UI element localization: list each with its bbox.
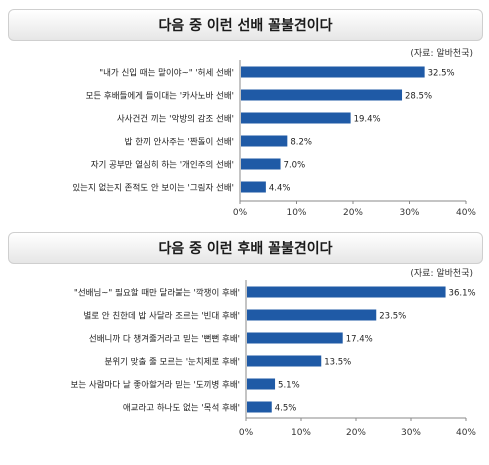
- category-label: "선배님~" 필요할 때만 달라붙는 '깍쟁이 후배': [74, 288, 240, 299]
- x-tick-label: 0%: [233, 208, 248, 218]
- category-label: 보는 사람마다 날 좋아할거라 믿는 '도끼병 후배': [71, 380, 240, 391]
- chart-title: 다음 중 이런 후배 꼴불견이다: [8, 232, 483, 264]
- x-tick-label: 30%: [399, 208, 419, 218]
- category-label: 선배니까 다 챙겨줄거라고 믿는 '뻔뻔 후배': [89, 334, 240, 345]
- bar: [241, 112, 351, 124]
- category-label: 밥 한끼 안사주는 '짠돌이 선배': [125, 137, 234, 148]
- source-note: (자료: 알바천국): [410, 269, 473, 279]
- category-label: 사사건건 끼는 '악방의 감조 선배': [117, 114, 234, 125]
- category-label: 모든 후배들에게 들이대는 '카사노바 선배': [86, 91, 234, 102]
- chart-title: 다음 중 이런 선배 꼴불견이다: [8, 9, 483, 41]
- category-label: 애교라고 하나도 없는 '목석 후배': [123, 403, 240, 414]
- data-label: 28.5%: [405, 92, 432, 102]
- data-label: 17.4%: [346, 335, 373, 345]
- bar: [247, 286, 446, 298]
- category-label: 있는지 없는지 존적도 안 보이는 '그림자 선배': [72, 183, 234, 194]
- data-label: 4.4%: [269, 184, 291, 194]
- data-label: 8.2%: [290, 138, 312, 148]
- bar: [241, 89, 403, 101]
- bar: [247, 332, 343, 344]
- x-tick-label: 40%: [456, 208, 476, 218]
- data-label: 5.1%: [278, 381, 300, 391]
- category-label: 별로 안 친한데 밥 사달라 조르는 '빈대 후배': [83, 311, 240, 322]
- data-label: 36.1%: [449, 289, 476, 299]
- bar: [247, 355, 322, 367]
- data-label: 19.4%: [354, 115, 381, 125]
- data-label: 7.0%: [284, 161, 306, 171]
- x-tick-label: 40%: [456, 428, 476, 438]
- category-label: 분위기 맞출 줄 모르는 '눈치제로 후배': [105, 357, 240, 368]
- data-label: 13.5%: [324, 358, 351, 368]
- bar: [241, 181, 266, 193]
- category-label: 자기 공부만 열심히 하는 '개인주의 선배': [91, 160, 234, 171]
- x-tick-label: 10%: [286, 208, 306, 218]
- x-tick-label: 0%: [239, 428, 254, 438]
- data-label: 23.5%: [379, 312, 406, 322]
- bar: [241, 135, 288, 147]
- data-label: 32.5%: [428, 69, 455, 79]
- x-tick-label: 20%: [343, 208, 363, 218]
- bar-chart-juniors: 0% 10% 20% 30% 40% "선배님~" 필요할 때만 달라붙는 '깍쟁이 후배…: [71, 280, 476, 438]
- bar: [247, 401, 272, 413]
- data-label: 4.5%: [275, 404, 297, 414]
- bar-chart-seniors: 0% 10% 20% 30% 40% "내가 신입 때는 말이야~" '허세 선배' 32.…: [72, 60, 476, 218]
- bar: [247, 309, 377, 321]
- bar: [247, 378, 276, 390]
- bar: [241, 66, 425, 78]
- x-tick-label: 10%: [291, 428, 311, 438]
- bar: [241, 158, 281, 170]
- chart-panel-seniors: 다음 중 이런 선배 꼴불견이다 (자료: 알바천국) 0% 10% 20% 30% 4…: [0, 0, 489, 228]
- source-note: (자료: 알바천국): [410, 49, 473, 59]
- chart-panel-juniors: 다음 중 이런 후배 꼴불견이다 (자료: 알바천국) 0% 10% 20% 30% 4…: [0, 228, 489, 465]
- x-tick-label: 20%: [346, 428, 366, 438]
- x-tick-label: 30%: [401, 428, 421, 438]
- category-label: "내가 신입 때는 말이야~" '허세 선배': [99, 68, 234, 79]
